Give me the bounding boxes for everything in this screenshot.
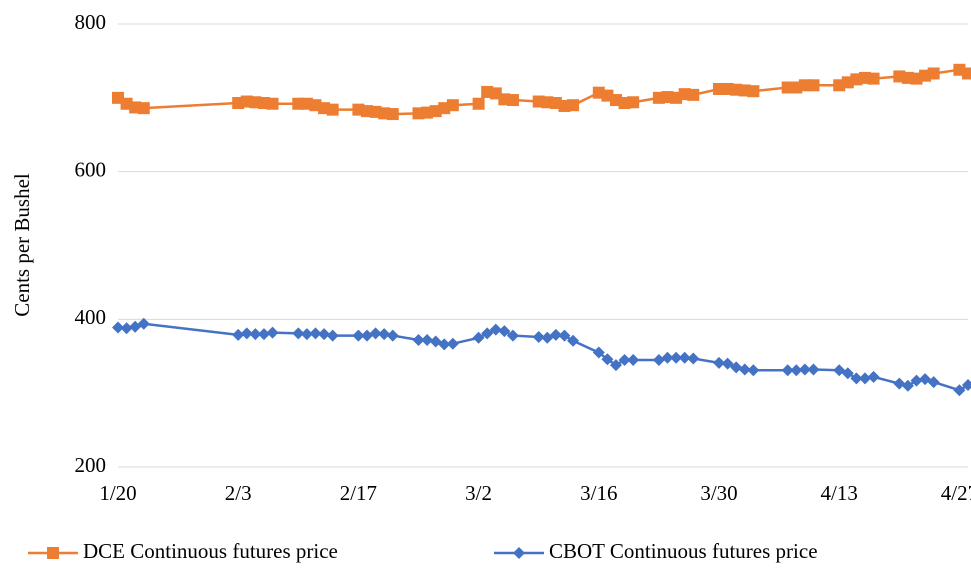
marker xyxy=(730,361,743,374)
marker xyxy=(618,353,631,366)
legend-label: DCE Continuous futures price xyxy=(83,539,338,563)
marker xyxy=(661,351,674,364)
marker xyxy=(687,352,700,365)
marker xyxy=(446,337,459,350)
y-tick-label: 600 xyxy=(75,157,107,181)
marker xyxy=(318,328,331,341)
marker xyxy=(910,374,923,387)
marker xyxy=(549,328,562,341)
marker xyxy=(326,329,339,342)
marker xyxy=(841,367,854,380)
marker xyxy=(798,363,811,376)
marker xyxy=(257,328,270,341)
marker xyxy=(506,94,519,107)
x-tick-label: 2/17 xyxy=(340,481,377,505)
marker xyxy=(927,67,940,80)
marker xyxy=(498,325,511,338)
marker xyxy=(592,346,605,359)
marker xyxy=(893,377,906,390)
marker xyxy=(567,334,580,347)
marker xyxy=(326,103,339,116)
marker xyxy=(670,351,683,364)
marker xyxy=(652,353,665,366)
marker xyxy=(378,328,391,341)
marker xyxy=(678,351,691,364)
x-tick-label: 4/27 xyxy=(941,481,971,505)
marker xyxy=(790,364,803,377)
y-tick-label: 800 xyxy=(75,10,107,34)
marker xyxy=(300,328,313,341)
marker xyxy=(481,327,494,340)
marker xyxy=(266,326,279,339)
marker xyxy=(421,334,434,347)
x-tick-label: 1/20 xyxy=(99,481,136,505)
marker xyxy=(386,329,399,342)
marker xyxy=(137,317,150,330)
marker xyxy=(47,547,59,559)
marker xyxy=(601,353,614,366)
y-tick-label: 400 xyxy=(75,305,107,329)
marker xyxy=(721,357,734,370)
x-tick-label: 4/13 xyxy=(821,481,858,505)
marker xyxy=(867,72,880,85)
marker xyxy=(781,364,794,377)
marker xyxy=(249,328,262,341)
marker xyxy=(360,329,373,342)
x-tick-label: 2/3 xyxy=(225,481,252,505)
marker xyxy=(807,79,820,92)
marker xyxy=(850,372,863,385)
x-tick-label: 3/16 xyxy=(580,481,617,505)
y-axis-label: Cents per Bushel xyxy=(10,173,34,317)
x-tick-label: 3/2 xyxy=(465,481,492,505)
marker xyxy=(232,328,245,341)
marker xyxy=(558,329,571,342)
x-tick-label: 3/30 xyxy=(700,481,737,505)
marker xyxy=(292,327,305,340)
marker xyxy=(352,329,365,342)
marker xyxy=(962,67,971,80)
marker xyxy=(807,363,820,376)
marker xyxy=(472,331,485,344)
marker xyxy=(309,327,322,340)
marker xyxy=(901,379,914,392)
marker xyxy=(627,96,640,109)
y-tick-label: 200 xyxy=(75,453,107,477)
marker xyxy=(249,96,262,109)
marker xyxy=(472,97,485,110)
marker xyxy=(446,99,459,112)
marker xyxy=(386,108,399,121)
marker xyxy=(240,327,253,340)
marker xyxy=(953,384,966,397)
legend-label: CBOT Continuous futures price xyxy=(549,539,818,563)
marker xyxy=(627,353,640,366)
marker xyxy=(747,85,760,98)
marker xyxy=(112,321,124,334)
marker xyxy=(858,372,871,385)
marker xyxy=(369,327,382,340)
marker xyxy=(738,363,751,376)
marker xyxy=(747,364,760,377)
marker xyxy=(609,359,622,372)
marker xyxy=(412,334,425,347)
marker xyxy=(137,102,150,115)
marker xyxy=(506,329,519,342)
marker xyxy=(962,379,971,392)
marker xyxy=(489,323,502,336)
marker xyxy=(867,370,880,383)
marker xyxy=(687,88,700,101)
marker xyxy=(266,97,279,110)
marker xyxy=(532,331,545,344)
marker xyxy=(120,322,133,335)
marker xyxy=(713,356,726,369)
marker xyxy=(927,376,940,389)
marker xyxy=(567,99,580,112)
marker xyxy=(513,547,525,559)
marker xyxy=(438,338,451,351)
